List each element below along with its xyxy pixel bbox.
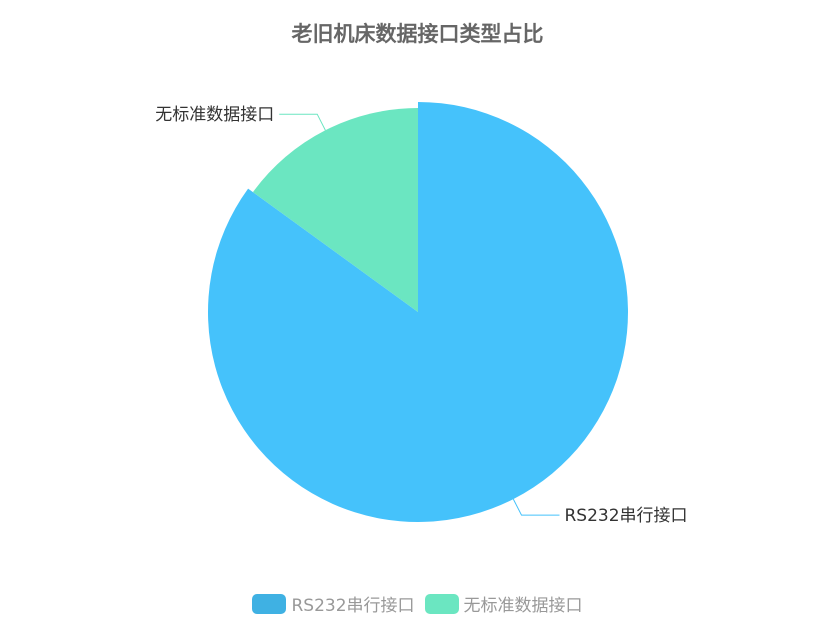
legend-item-rs232[interactable]: RS232串行接口 [252,591,415,616]
legend-swatch [424,593,459,614]
chart-title: 老旧机床数据接口类型占比 [291,22,544,46]
slice-label: 无标准数据接口 [155,105,274,125]
legend-swatch [252,593,287,614]
legend-label: RS232串行接口 [291,596,415,616]
pie-slice[interactable] [252,108,418,312]
legend-label: 无标准数据接口 [463,596,583,616]
label-line [279,113,326,131]
legend: RS232串行接口 无标准数据接口 [0,591,835,616]
slice-label: RS232串行接口 [565,506,688,526]
legend-item-none[interactable]: 无标准数据接口 [424,591,583,616]
label-line [512,498,560,516]
